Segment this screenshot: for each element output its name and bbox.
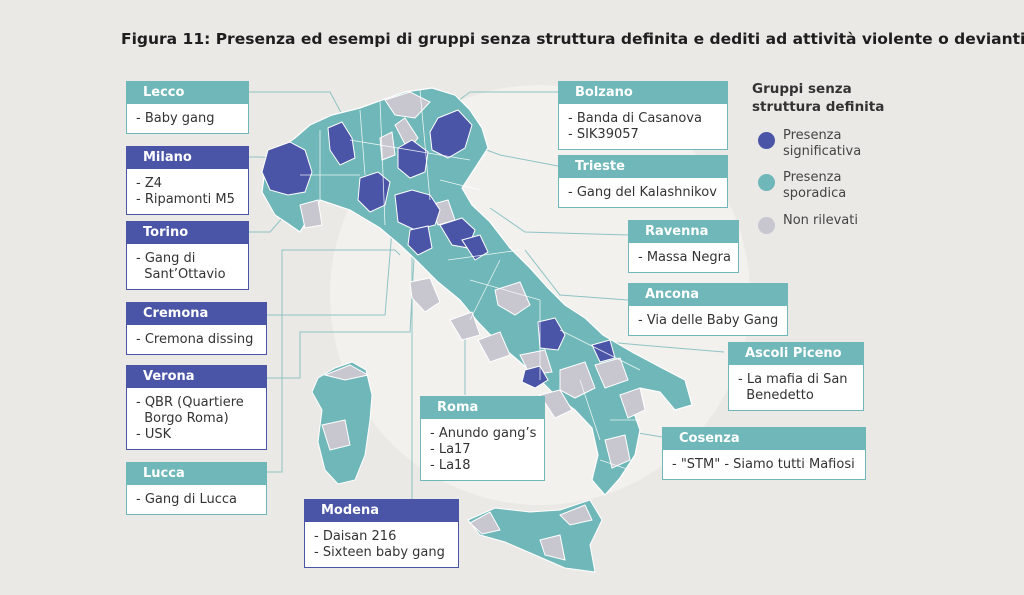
legend-title-line1: Gruppi senza [752, 81, 852, 97]
legend-label: sporadica [783, 186, 847, 201]
callout-item: Benedetto [738, 388, 814, 403]
callout-header: Ancona [629, 284, 787, 306]
callout-item: - SIK39057 [568, 127, 639, 142]
callout-lucca: Lucca - Gang di Lucca [126, 462, 267, 515]
callout-item: - Gang di [136, 251, 196, 266]
callout-header: Torino [127, 222, 248, 244]
significant-swatch [758, 132, 775, 149]
figure-title: Figura 11: Presenza ed esempi di gruppi … [121, 30, 1024, 48]
callout-item: Borgo Roma) [136, 411, 229, 426]
callout-item: Sant’Ottavio [136, 267, 226, 282]
callout-header: Milano [127, 147, 248, 169]
callout-ascoli-piceno: Ascoli Piceno - La mafia di San Benedett… [728, 342, 864, 411]
callout-header: Roma [421, 397, 544, 419]
callout-item: - Baby gang [136, 111, 215, 126]
callout-item: - Sixteen baby gang [314, 545, 445, 560]
callout-item: - Daisan 216 [314, 529, 397, 544]
callout-ancona: Ancona - Via delle Baby Gang [628, 283, 788, 336]
callout-header: Bolzano [559, 82, 727, 104]
callout-item: - La18 [430, 458, 471, 473]
callout-item: - QBR (Quartiere [136, 395, 244, 410]
legend-label: Presenza [783, 170, 842, 185]
callout-item: - Gang del Kalashnikov [568, 185, 717, 200]
callout-header: Ravenna [629, 221, 738, 243]
callout-lecco: Lecco - Baby gang [126, 81, 249, 134]
callout-trieste: Trieste - Gang del Kalashnikov [558, 155, 728, 208]
callout-item: - Ripamonti M5 [136, 192, 235, 207]
callout-bolzano: Bolzano - Banda di Casanova - SIK39057 [558, 81, 728, 150]
callout-item: - Via delle Baby Gang [638, 313, 779, 328]
legend-label: Non rilevati [783, 213, 858, 228]
legend-label: Presenza [783, 128, 842, 143]
callout-item: - Cremona dissing [136, 332, 254, 347]
callout-header: Ascoli Piceno [729, 343, 863, 365]
callout-roma: Roma - Anundo gang’s - La17 - La18 [420, 396, 545, 481]
callout-header: Trieste [559, 156, 727, 178]
legend-title-line2: struttura definita [752, 99, 885, 115]
callout-item: - Banda di Casanova [568, 111, 702, 126]
mainland [261, 87, 693, 496]
callout-item: - La17 [430, 442, 471, 457]
callout-item: - USK [136, 427, 172, 442]
callout-verona: Verona - QBR (Quartiere Borgo Roma) - US… [126, 365, 267, 450]
callout-header: Cosenza [663, 428, 865, 450]
not-detected-swatch [758, 217, 775, 234]
legend-title: Gruppi senza struttura definita [752, 80, 902, 116]
callout-cosenza: Cosenza - "STM" - Siamo tutti Mafiosi [662, 427, 866, 480]
callout-milano: Milano - Z4 - Ripamonti M5 [126, 146, 249, 215]
callout-item: - La mafia di San [738, 372, 848, 387]
callout-torino: Torino - Gang di Sant’Ottavio [126, 221, 249, 290]
callout-modena: Modena - Daisan 216 - Sixteen baby gang [304, 499, 459, 568]
callout-item: - Z4 [136, 176, 162, 191]
callout-item: - Anundo gang’s [430, 426, 537, 441]
callout-header: Cremona [127, 303, 266, 325]
sporadic-swatch [758, 174, 775, 191]
callout-header: Lecco [127, 82, 248, 104]
callout-header: Verona [127, 366, 266, 388]
legend-label: significativa [783, 144, 862, 159]
callout-cremona: Cremona - Cremona dissing [126, 302, 267, 355]
callout-item: - "STM" - Siamo tutti Mafiosi [672, 457, 855, 472]
callout-item: - Gang di Lucca [136, 492, 237, 507]
callout-header: Modena [305, 500, 458, 522]
callout-item: - Massa Negra [638, 250, 731, 265]
sicily [467, 499, 603, 573]
callout-header: Lucca [127, 463, 266, 485]
callout-ravenna: Ravenna - Massa Negra [628, 220, 739, 273]
sardinia [311, 361, 373, 485]
